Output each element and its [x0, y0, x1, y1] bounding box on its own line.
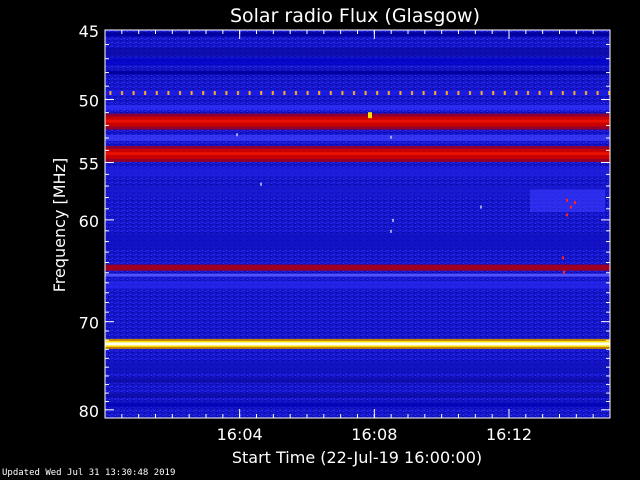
- texture-stripe: [105, 186, 610, 198]
- band-peak-core: [105, 342, 610, 346]
- band-blue-thin: [105, 273, 610, 277]
- y-tick-label: 45: [79, 22, 99, 41]
- red-speckle: [570, 205, 572, 209]
- red-speckle: [566, 198, 568, 202]
- y-tick-label: 70: [79, 314, 99, 333]
- texture-stripe: [105, 104, 610, 111]
- speckle: [390, 229, 392, 233]
- frequency-bands: [105, 32, 610, 349]
- speckle: [392, 218, 394, 222]
- y-tick-label: 60: [79, 212, 99, 231]
- x-axis-label: Start Time (22-Jul-19 16:00:00): [232, 448, 482, 467]
- speckle: [390, 135, 392, 139]
- axes: 45 50 55 60 70 80 16:04 16:08 16:12: [79, 22, 611, 444]
- texture-stripe: [105, 58, 610, 65]
- burst-spot: [368, 112, 372, 119]
- y-tick-label: 80: [79, 402, 99, 421]
- texture-stripe: [105, 134, 610, 142]
- plot-background: [105, 30, 610, 418]
- band-red-core: [105, 152, 610, 156]
- texture-stripe: [105, 361, 610, 373]
- y-axis-label: Frequency [MHz]: [50, 158, 69, 292]
- speckle: [260, 182, 262, 186]
- band-low: [105, 32, 610, 37]
- band-red-thin: [105, 264, 610, 271]
- texture-stripe: [105, 402, 610, 408]
- red-speckle: [566, 213, 568, 217]
- speckle: [236, 133, 238, 137]
- x-tick-label: 16:04: [217, 425, 263, 444]
- texture-stripe: [105, 167, 610, 177]
- chart-title: Solar radio Flux (Glasgow): [230, 5, 480, 27]
- texture-stripe: [105, 280, 610, 289]
- texture-stripe: [105, 393, 610, 398]
- band-red-core: [105, 119, 610, 123]
- band-low: [105, 70, 610, 75]
- red-speckle: [574, 201, 576, 205]
- red-speckle: [563, 270, 565, 274]
- x-tick-label: 16:08: [351, 425, 397, 444]
- plot-area: [105, 30, 610, 418]
- texture-stripe: [105, 233, 610, 250]
- x-tick-label: 16:12: [486, 425, 532, 444]
- updated-timestamp: Updated Wed Jul 31 13:30:48 2019: [2, 468, 176, 478]
- texture-stripe: [105, 47, 610, 56]
- y-tick-label: 50: [79, 92, 99, 111]
- texture-stripe: [105, 377, 610, 383]
- red-speckle: [562, 256, 564, 260]
- speckle: [480, 205, 482, 209]
- y-tick-label: 55: [79, 154, 99, 173]
- band-dotted: [105, 89, 610, 96]
- signal-artifacts: [236, 112, 605, 274]
